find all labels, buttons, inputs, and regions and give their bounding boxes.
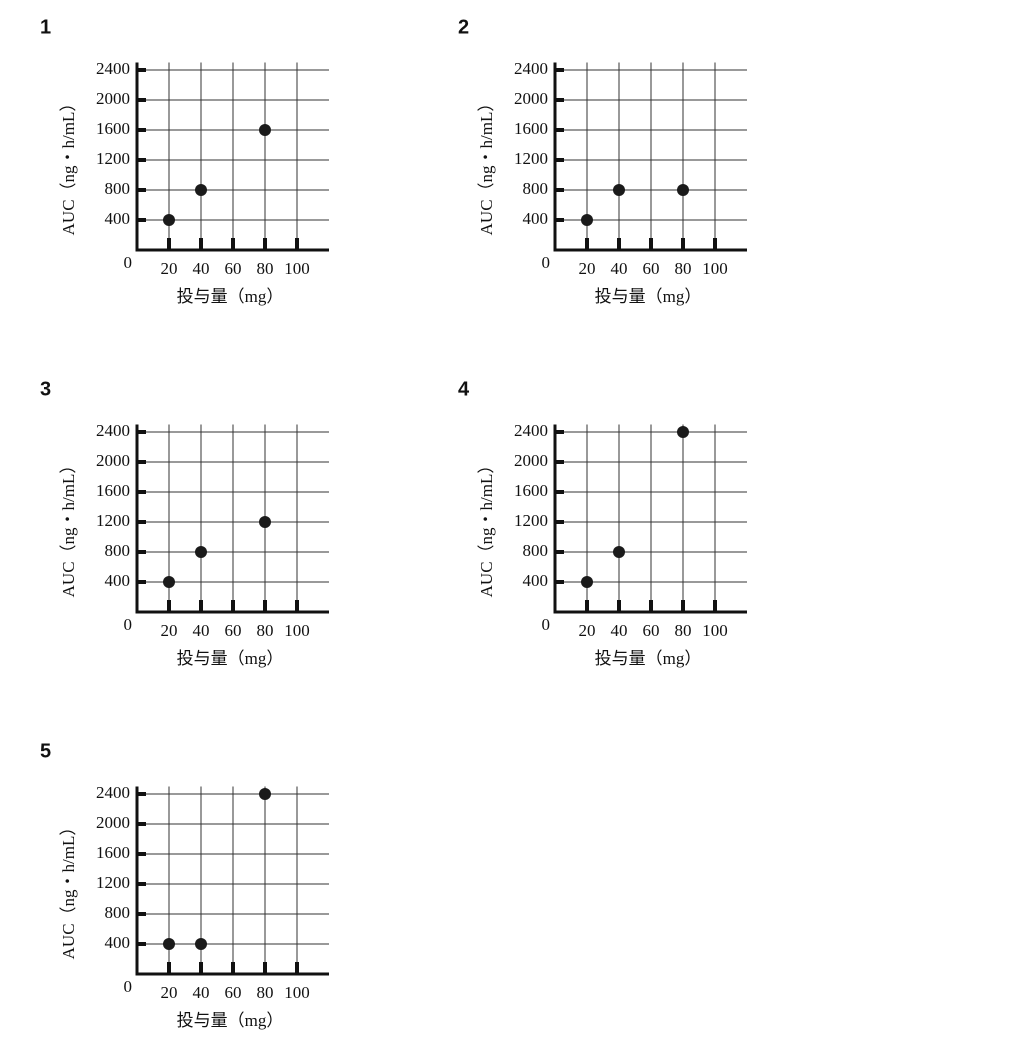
x-tick-label: 0 — [542, 615, 551, 634]
x-axis-label: 投与量（mg） — [177, 649, 284, 668]
y-tick-label: 800 — [523, 541, 549, 560]
x-tick-label: 20 — [579, 621, 596, 640]
y-tick-label: 1200 — [96, 873, 130, 892]
y-tick-label: 1600 — [514, 481, 548, 500]
data-point — [163, 938, 175, 950]
x-tick-label: 20 — [161, 983, 178, 1002]
y-tick-label: 2000 — [96, 89, 130, 108]
x-tick-label: 80 — [257, 621, 274, 640]
y-axis-label: AUC（ng・h/mL） — [59, 95, 78, 236]
x-tick-label: 20 — [579, 259, 596, 278]
x-tick-label: 0 — [124, 615, 133, 634]
y-tick-label: 1200 — [514, 511, 548, 530]
x-axis-label: 投与量（mg） — [595, 649, 702, 668]
x-tick-label: 100 — [284, 259, 310, 278]
x-tick-label: 0 — [124, 253, 133, 272]
data-point — [259, 516, 271, 528]
y-tick-label: 1200 — [96, 149, 130, 168]
data-point — [581, 576, 593, 588]
x-tick-label: 40 — [611, 259, 628, 278]
data-point — [581, 214, 593, 226]
x-tick-label: 60 — [643, 259, 660, 278]
y-tick-label: 2000 — [96, 451, 130, 470]
x-tick-label: 100 — [284, 621, 310, 640]
y-tick-label: 1600 — [96, 119, 130, 138]
x-tick-label: 0 — [124, 977, 133, 996]
y-tick-label: 1600 — [96, 481, 130, 500]
y-tick-label: 800 — [105, 179, 131, 198]
x-tick-label: 40 — [193, 983, 210, 1002]
y-axis-label: AUC（ng・h/mL） — [477, 95, 496, 236]
y-tick-label: 2400 — [96, 421, 130, 440]
x-tick-label: 0 — [542, 253, 551, 272]
x-tick-label: 40 — [193, 259, 210, 278]
x-tick-label: 60 — [225, 621, 242, 640]
y-tick-label: 2400 — [514, 59, 548, 78]
data-point — [163, 576, 175, 588]
x-tick-label: 60 — [225, 259, 242, 278]
y-tick-label: 400 — [523, 209, 549, 228]
data-point — [677, 184, 689, 196]
panel-title: 4 — [458, 378, 470, 400]
y-tick-label: 400 — [105, 209, 131, 228]
y-tick-label: 2000 — [96, 813, 130, 832]
data-point — [163, 214, 175, 226]
panel-title: 3 — [40, 378, 51, 400]
x-tick-label: 100 — [284, 983, 310, 1002]
y-tick-label: 2400 — [96, 59, 130, 78]
y-tick-label: 2000 — [514, 451, 548, 470]
y-tick-label: 800 — [105, 541, 131, 560]
y-tick-label: 800 — [523, 179, 549, 198]
panel-title: 1 — [40, 16, 51, 38]
x-tick-label: 60 — [225, 983, 242, 1002]
x-tick-label: 40 — [611, 621, 628, 640]
y-tick-label: 1600 — [96, 843, 130, 862]
y-tick-label: 400 — [523, 571, 549, 590]
x-tick-label: 100 — [702, 621, 728, 640]
y-tick-label: 1200 — [514, 149, 548, 168]
data-point — [613, 184, 625, 196]
x-axis-label: 投与量（mg） — [177, 1011, 284, 1030]
x-tick-label: 60 — [643, 621, 660, 640]
y-tick-label: 2000 — [514, 89, 548, 108]
y-tick-label: 2400 — [514, 421, 548, 440]
panel-title: 5 — [40, 740, 51, 762]
y-axis-label: AUC（ng・h/mL） — [59, 457, 78, 598]
x-tick-label: 80 — [257, 259, 274, 278]
data-point — [195, 184, 207, 196]
y-axis-label: AUC（ng・h/mL） — [59, 819, 78, 960]
y-tick-label: 800 — [105, 903, 131, 922]
x-tick-label: 80 — [257, 983, 274, 1002]
data-point — [259, 788, 271, 800]
x-tick-label: 100 — [702, 259, 728, 278]
x-tick-label: 80 — [675, 621, 692, 640]
x-axis-label: 投与量（mg） — [177, 287, 284, 306]
x-tick-label: 40 — [193, 621, 210, 640]
x-tick-label: 20 — [161, 259, 178, 278]
data-point — [195, 938, 207, 950]
data-point — [259, 124, 271, 136]
data-point — [195, 546, 207, 558]
x-tick-label: 20 — [161, 621, 178, 640]
y-tick-label: 2400 — [96, 783, 130, 802]
data-point — [613, 546, 625, 558]
y-tick-label: 400 — [105, 933, 131, 952]
y-tick-label: 1600 — [514, 119, 548, 138]
y-axis-label: AUC（ng・h/mL） — [477, 457, 496, 598]
y-tick-label: 400 — [105, 571, 131, 590]
x-axis-label: 投与量（mg） — [595, 287, 702, 306]
x-tick-label: 80 — [675, 259, 692, 278]
panel-title: 2 — [458, 16, 469, 38]
y-tick-label: 1200 — [96, 511, 130, 530]
data-point — [677, 426, 689, 438]
